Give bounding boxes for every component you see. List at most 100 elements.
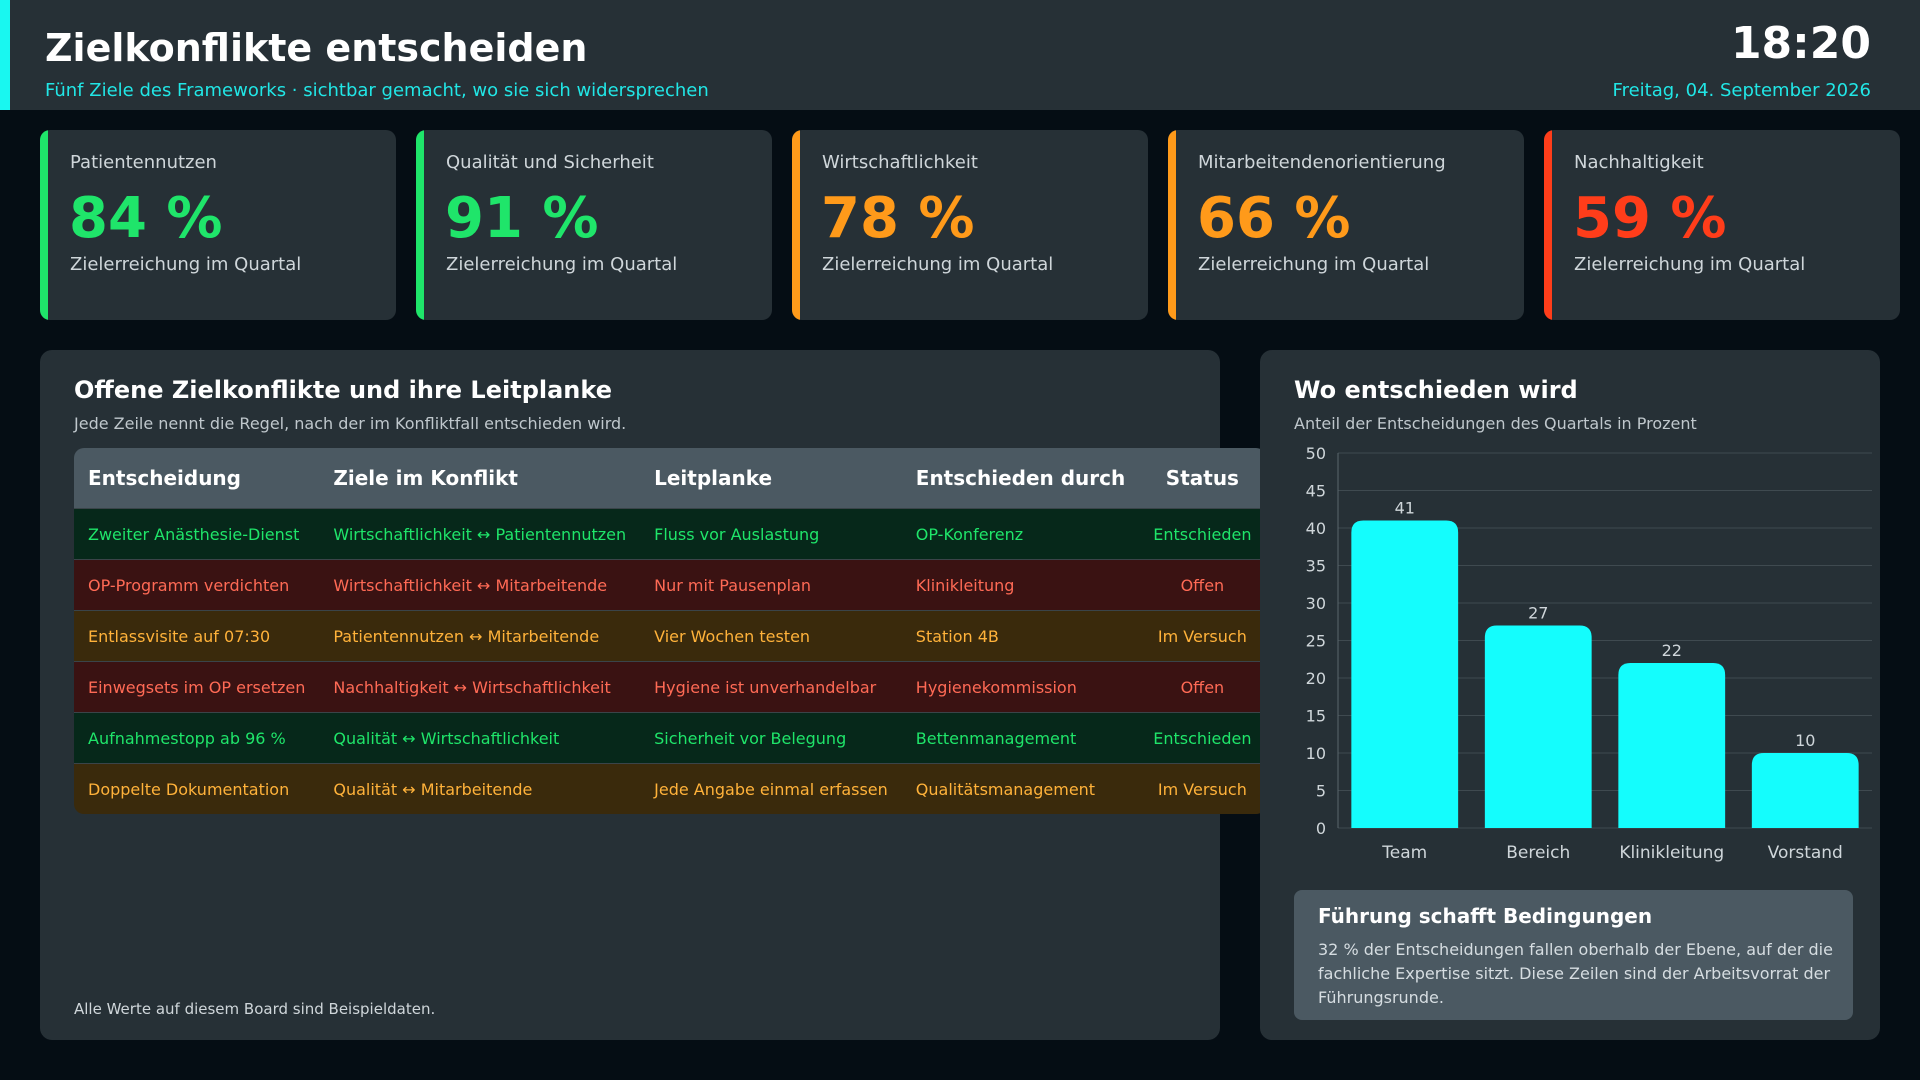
cell-leitplanke: Hygiene ist unverhandelbar [640,661,902,712]
data-label: 41 [1395,499,1415,518]
data-label: 27 [1528,604,1548,623]
kpi-caption: Zielerreichung im Quartal [822,254,1054,275]
page-subtitle: Fünf Ziele des Frameworks · sichtbar gem… [45,80,709,101]
cell-status: Im Versuch [1139,763,1266,814]
cell-leitplanke: Nur mit Pausenplan [640,559,902,610]
kpi-value: 78 % [821,186,975,251]
table-row[interactable]: Entlassvisite auf 07:30 Patientennutzen … [74,610,1266,661]
cell-entscheidung: Einwegsets im OP ersetzen [74,661,320,712]
column-header-ziele: Ziele im Konflikt [319,448,641,508]
cell-entschieden-durch: Hygienekommission [901,661,1140,712]
y-tick-label: 45 [1306,482,1326,501]
clock: 18:20 [1730,18,1871,69]
cell-ziele: Wirtschaftlichkeit ↔ Patientennutzen [319,508,641,559]
y-tick-label: 0 [1316,819,1326,838]
cell-ziele: Qualität ↔ Mitarbeitende [319,763,641,814]
cell-ziele: Patientennutzen ↔ Mitarbeitende [319,610,641,661]
cell-ziele: Nachhaltigkeit ↔ Wirtschaftlichkeit [319,661,641,712]
y-tick-label: 50 [1306,444,1326,463]
cell-ziele: Wirtschaftlichkeit ↔ Mitarbeitende [319,559,641,610]
cell-ziele: Qualität ↔ Wirtschaftlichkeit [319,712,641,763]
bar-chart: 0 5 10 15 20 25 30 35 40 45 50 41 Team 27 Bereich 22 Kli… [1306,444,1872,863]
cell-entscheidung: Zweiter Anästhesie-Dienst [74,508,320,559]
bar-team [1351,520,1459,828]
data-label: 22 [1662,641,1682,660]
kpi-value: 66 % [1197,186,1351,251]
table-row[interactable]: Doppelte Dokumentation Qualität ↔ Mitarb… [74,763,1266,814]
decisions-panel: Wo entschieden wird Anteil der Entscheid… [1260,350,1880,1040]
column-header-entscheidung: Entscheidung [74,448,320,508]
kpi-status-bar [792,130,800,320]
conflicts-title: Offene Zielkonflikte und ihre Leitplanke [74,376,612,404]
y-tick-label: 10 [1306,744,1326,763]
kpi-status-bar [1168,130,1176,320]
table-row[interactable]: Aufnahmestopp ab 96 % Qualität ↔ Wirtsch… [74,712,1266,763]
table-row[interactable]: Einwegsets im OP ersetzen Nachhaltigkeit… [74,661,1266,712]
y-tick-label: 5 [1316,782,1326,801]
kpi-card-mitarbeitende: Mitarbeitendenorientierung 66 % Zielerre… [1168,130,1524,320]
conflicts-subtitle: Jede Zeile nennt die Regel, nach der im … [74,414,627,433]
date: Freitag, 04. September 2026 [1612,80,1871,101]
x-tick-label: Klinikleitung [1619,843,1724,863]
note-text: 32 % der Entscheidungen fallen oberhalb … [1318,940,1833,1007]
y-tick-label: 15 [1306,707,1326,726]
chart-title: Wo entschieden wird [1294,376,1578,404]
column-header-entschieden-durch: Entschieden durch [901,448,1140,508]
kpi-status-bar [1544,130,1552,320]
bar-klinikleitung [1618,663,1726,828]
y-tick-label: 35 [1306,557,1326,576]
table-header-row: Entscheidung Ziele im Konflikt Leitplank… [74,448,1266,508]
y-tick-label: 25 [1306,632,1326,651]
kpi-label: Nachhaltigkeit [1574,152,1704,173]
x-tick-label: Bereich [1506,843,1570,863]
kpi-caption: Zielerreichung im Quartal [446,254,678,275]
cell-status: Im Versuch [1139,610,1266,661]
y-tick-label: 30 [1306,594,1326,613]
cell-entscheidung: OP-Programm verdichten [74,559,320,610]
cell-status: Entschieden [1139,712,1266,763]
kpi-value: 91 % [445,186,599,251]
note-title: Führung schafft Bedingungen [1318,904,1653,928]
cell-status: Entschieden [1139,508,1266,559]
x-tick-label: Team [1381,843,1427,863]
cell-entscheidung: Doppelte Dokumentation [74,763,320,814]
cell-entscheidung: Entlassvisite auf 07:30 [74,610,320,661]
cell-entschieden-durch: Klinikleitung [901,559,1140,610]
kpi-card-patientennutzen: Patientennutzen 84 % Zielerreichung im Q… [40,130,396,320]
column-header-leitplanke: Leitplanke [640,448,902,508]
column-header-status: Status [1139,448,1266,508]
x-tick-label: Vorstand [1768,843,1843,863]
kpi-caption: Zielerreichung im Quartal [1198,254,1430,275]
cell-leitplanke: Fluss vor Auslastung [640,508,902,559]
cell-entschieden-durch: Qualitätsmanagement [901,763,1140,814]
kpi-label: Patientennutzen [70,152,217,173]
cell-entschieden-durch: Station 4B [901,610,1140,661]
cell-leitplanke: Jede Angabe einmal erfassen [640,763,902,814]
cell-leitplanke: Vier Wochen testen [640,610,902,661]
cell-entschieden-durch: Bettenmanagement [901,712,1140,763]
kpi-label: Qualität und Sicherheit [446,152,654,173]
kpi-caption: Zielerreichung im Quartal [1574,254,1806,275]
y-tick-label: 20 [1306,669,1326,688]
header-bar: Zielkonflikte entscheiden Fünf Ziele des… [0,0,1920,110]
kpi-value: 84 % [69,186,223,251]
table-row[interactable]: Zweiter Anästhesie-Dienst Wirtschaftlich… [74,508,1266,559]
info-note: Führung schafft Bedingungen 32 % der Ent… [1294,890,1853,1020]
kpi-value: 59 % [1573,186,1727,251]
page-title: Zielkonflikte entscheiden [45,26,588,70]
bar-vorstand [1751,753,1859,828]
table-row[interactable]: OP-Programm verdichten Wirtschaftlichkei… [74,559,1266,610]
kpi-label: Mitarbeitendenorientierung [1198,152,1446,173]
kpi-caption: Zielerreichung im Quartal [70,254,302,275]
cell-entschieden-durch: OP-Konferenz [901,508,1140,559]
chart-subtitle: Anteil der Entscheidungen des Quartals i… [1294,414,1697,433]
cell-leitplanke: Sicherheit vor Belegung [640,712,902,763]
kpi-label: Wirtschaftlichkeit [822,152,978,173]
data-label: 10 [1795,731,1815,750]
kpi-card-wirtschaftlichkeit: Wirtschaftlichkeit 78 % Zielerreichung i… [792,130,1148,320]
kpi-card-nachhaltigkeit: Nachhaltigkeit 59 % Zielerreichung im Qu… [1544,130,1900,320]
kpi-status-bar [416,130,424,320]
conflicts-table: Entscheidung Ziele im Konflikt Leitplank… [74,448,1266,814]
kpi-status-bar [40,130,48,320]
cell-entscheidung: Aufnahmestopp ab 96 % [74,712,320,763]
